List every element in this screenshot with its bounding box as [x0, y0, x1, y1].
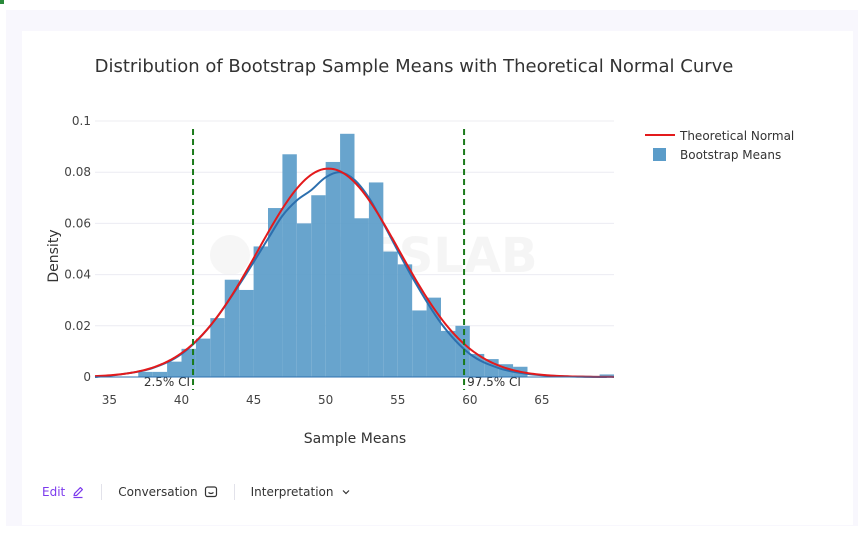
x-tick-label: 40: [174, 393, 189, 407]
legend-normal-label: Theoretical Normal: [679, 129, 794, 143]
ci-label: 2.5% CI: [144, 375, 190, 389]
histogram-bar: [368, 182, 384, 377]
histogram-bar: [325, 161, 341, 377]
x-tick-label: 60: [462, 393, 477, 407]
x-tick-label: 45: [246, 393, 261, 407]
x-axis-label: Sample Means: [304, 431, 406, 447]
histogram-bar: [599, 374, 614, 377]
histogram-bar: [210, 318, 225, 377]
histogram-bar: [412, 310, 427, 377]
histogram-bar: [311, 195, 326, 377]
y-tick-label: 0: [83, 370, 91, 384]
conversation-label: Conversation: [118, 485, 198, 499]
histogram-bar: [340, 133, 355, 377]
histogram-bar: [195, 338, 211, 377]
histogram-bar: [441, 330, 456, 377]
chart-title: Distribution of Bootstrap Sample Means w…: [95, 56, 734, 77]
histogram-bar: [296, 223, 312, 377]
legend-bootstrap-swatch: [653, 148, 666, 161]
x-tick-label: 35: [102, 393, 117, 407]
chevron-down-icon: [343, 490, 350, 495]
interpretation-dropdown[interactable]: Interpretation: [251, 485, 354, 499]
conversation-button[interactable]: Conversation: [118, 485, 217, 499]
histogram-bar: [383, 251, 398, 377]
toolbar-divider: [233, 484, 235, 500]
legend[interactable]: Theoretical Normal Bootstrap Means: [645, 129, 794, 162]
histogram-bar: [224, 279, 240, 377]
corner-mark: [0, 0, 4, 4]
histogram-bar: [167, 361, 182, 377]
y-tick-label: 0.04: [64, 268, 91, 282]
histogram-bar: [268, 208, 283, 377]
normal-curve: [94, 167, 615, 378]
ci-lines: 2.5% CI 97.5% CI: [144, 129, 521, 390]
x-tick-label: 65: [534, 393, 549, 407]
pencil-icon: [73, 487, 84, 499]
y-axis-label: Density: [46, 229, 62, 282]
x-tick-label: 50: [318, 393, 333, 407]
x-tick-label: 55: [390, 393, 405, 407]
chat-icon: [204, 486, 217, 498]
axes: 0 0.02 0.04 0.06 0.08 0.1 35 40 45 50 55 60 65: [64, 114, 614, 407]
legend-bootstrap-label: Bootstrap Means: [680, 148, 781, 162]
y-tick-label: 0.06: [64, 216, 91, 230]
curves: [94, 167, 615, 378]
histogram-bar: [239, 289, 254, 377]
histogram-bar: [152, 371, 168, 377]
chart-card: [22, 31, 853, 525]
histogram-bars: [138, 133, 614, 377]
ci-label: 97.5% CI: [467, 375, 521, 389]
chart-container: [6, 10, 858, 526]
histogram-bar: [397, 264, 413, 377]
y-tick-label: 0.02: [64, 319, 91, 333]
histogram-bar: [354, 218, 369, 377]
y-tick-label: 0.1: [72, 114, 91, 128]
histogram-bar: [138, 371, 153, 377]
histogram-bar: [253, 246, 268, 377]
y-tick-label: 0.08: [64, 165, 91, 179]
toolbar-divider: [101, 484, 103, 500]
interpretation-label: Interpretation: [250, 485, 334, 499]
edit-button[interactable]: Edit: [42, 485, 85, 499]
toolbar: Edit Conversation Interpretation: [42, 482, 353, 502]
edit-label: Edit: [42, 485, 66, 499]
histogram-bar: [282, 154, 297, 377]
